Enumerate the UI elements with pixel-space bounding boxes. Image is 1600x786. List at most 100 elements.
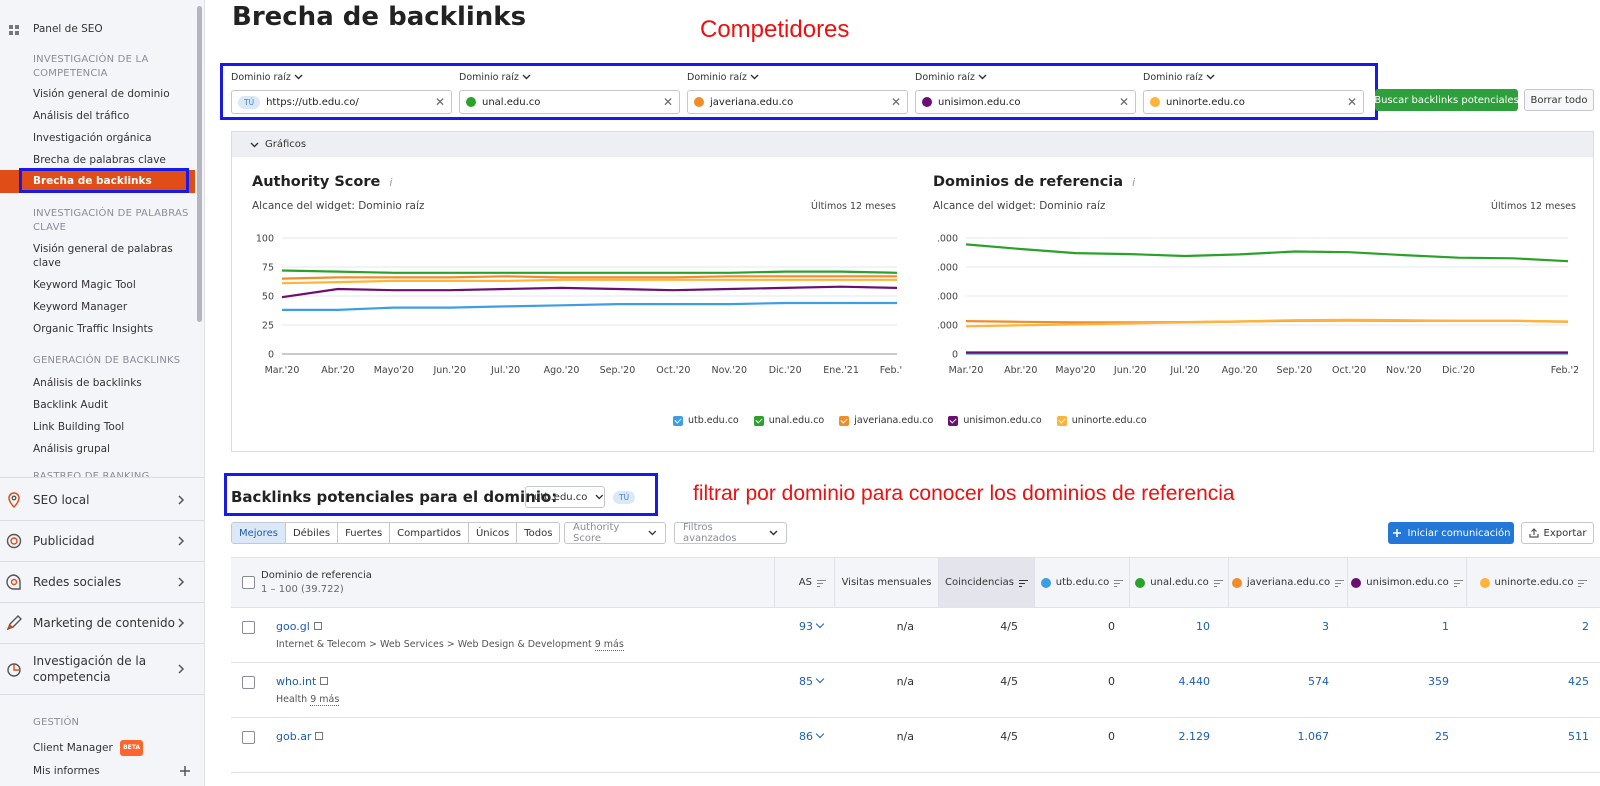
sidebar-item-keyword-manager[interactable]: Keyword Manager xyxy=(33,301,128,313)
column-header-as[interactable]: AS xyxy=(774,558,834,607)
as-value[interactable]: 86 xyxy=(799,729,835,743)
tab-mejores[interactable]: Mejores xyxy=(232,523,286,543)
authority-score-filter[interactable]: Authority Score xyxy=(564,522,666,544)
clear-all-button[interactable]: Borrar todo xyxy=(1524,89,1594,111)
domain-input-2[interactable]: unal.edu.co ✕ xyxy=(459,90,680,114)
sidebar-item-mis-informes[interactable]: Mis informes xyxy=(33,765,100,777)
unal-value[interactable]: 2.129 xyxy=(1178,730,1211,743)
sidebar-item-analisis-backlinks[interactable]: Análisis de backlinks xyxy=(33,377,142,389)
export-button[interactable]: Exportar xyxy=(1521,522,1594,544)
as-value[interactable]: 85 xyxy=(799,674,835,688)
domain-input-3[interactable]: javeriana.edu.co ✕ xyxy=(687,90,908,114)
uninorte-value[interactable]: 2 xyxy=(1582,620,1589,633)
legend-label: unal.edu.co xyxy=(768,415,825,426)
y-tick-label: 50 xyxy=(262,292,274,303)
sidebar-item-client-manager[interactable]: Client Manager BETA xyxy=(33,740,144,756)
javeriana-value[interactable]: 574 xyxy=(1308,675,1329,688)
tab-compartidos[interactable]: Compartidos xyxy=(390,523,469,543)
sidebar-item-analisis-trafico[interactable]: Análisis del tráfico xyxy=(33,110,130,122)
domain-type-dropdown[interactable]: Dominio raíz xyxy=(231,70,452,84)
column-header-visits[interactable]: Visitas mensuales xyxy=(834,558,938,607)
domain-type-dropdown[interactable]: Dominio raíz xyxy=(1143,70,1364,84)
more-categories-link[interactable]: 9 más xyxy=(310,694,340,706)
column-header-matches[interactable]: Coincidencias xyxy=(938,558,1034,607)
javeriana-value[interactable]: 1.067 xyxy=(1297,730,1330,743)
domain-input-5[interactable]: uninorte.edu.co ✕ xyxy=(1143,90,1364,114)
domain-input-1[interactable]: TÚ https://utb.edu.co/ ✕ xyxy=(231,90,452,114)
legend-item-unal[interactable]: unal.edu.co xyxy=(753,415,825,426)
column-header-unal[interactable]: unal.edu.co xyxy=(1129,558,1228,607)
clear-icon[interactable]: ✕ xyxy=(890,95,901,109)
sidebar-item-backlink-audit[interactable]: Backlink Audit xyxy=(33,399,108,411)
x-tick-label: Mar.'20 xyxy=(949,365,984,376)
select-all-checkbox[interactable] xyxy=(242,576,255,589)
domain-type-dropdown[interactable]: Dominio raíz xyxy=(687,70,908,84)
legend-item-uninorte[interactable]: uninorte.edu.co xyxy=(1056,415,1147,426)
legend-item-javeriana[interactable]: javeriana.edu.co xyxy=(839,415,933,426)
row-checkbox[interactable] xyxy=(242,731,255,744)
unisimon-value[interactable]: 25 xyxy=(1435,730,1449,743)
tab-todos[interactable]: Todos xyxy=(517,523,560,543)
divider xyxy=(0,602,204,603)
chart-scope: Alcance del widget: Dominio raíz xyxy=(252,200,425,212)
x-tick-label: Ene.'21 xyxy=(823,365,859,376)
start-outreach-button[interactable]: Iniciar comunicación xyxy=(1388,522,1514,544)
unal-value[interactable]: 4.440 xyxy=(1178,675,1211,688)
column-header-utb[interactable]: utb.edu.co xyxy=(1034,558,1129,607)
uninorte-value[interactable]: 425 xyxy=(1568,675,1589,688)
plus-icon[interactable] xyxy=(179,765,191,777)
tab-unicos[interactable]: Únicos xyxy=(468,523,518,543)
tab-debiles[interactable]: Débiles xyxy=(285,523,339,543)
sidebar-item-investigacion-organica[interactable]: Investigación orgánica xyxy=(33,132,152,144)
advanced-filters[interactable]: Filtros avanzados xyxy=(674,522,787,544)
clear-icon[interactable]: ✕ xyxy=(434,95,445,109)
uninorte-value[interactable]: 511 xyxy=(1568,730,1589,743)
unal-value[interactable]: 10 xyxy=(1196,620,1210,633)
domain-type-dropdown[interactable]: Dominio raíz xyxy=(459,70,680,84)
search-backlinks-button[interactable]: Buscar backlinks potenciales xyxy=(1374,89,1519,111)
referring-domain-link[interactable]: who.int xyxy=(276,675,329,688)
column-header-uninorte[interactable]: uninorte.edu.co xyxy=(1466,558,1600,607)
unisimon-value[interactable]: 359 xyxy=(1428,675,1449,688)
tab-fuertes[interactable]: Fuertes xyxy=(338,523,391,543)
legend-item-utb[interactable]: utb.edu.co xyxy=(673,415,739,426)
sidebar-item-vision-general-dominio[interactable]: Visión general de dominio xyxy=(33,88,170,100)
sidebar-group-seo-local[interactable]: SEO local xyxy=(0,480,204,520)
series-line-unal xyxy=(281,269,898,274)
sidebar-item-keyword-magic-tool[interactable]: Keyword Magic Tool xyxy=(33,279,136,291)
row-checkbox[interactable] xyxy=(242,676,255,689)
chart-title-referring-domains: Dominios de referencia i xyxy=(933,174,1135,190)
as-value[interactable]: 93 xyxy=(799,619,835,633)
domain-filter-select[interactable]: utb.edu.co xyxy=(525,486,605,508)
referring-domain-link[interactable]: gob.ar xyxy=(276,730,324,743)
column-header-unisimon[interactable]: unisimon.edu.co xyxy=(1347,558,1466,607)
sidebar-group-redes-sociales[interactable]: Redes sociales xyxy=(0,562,204,602)
sidebar-item-brecha-backlinks[interactable] xyxy=(0,170,195,193)
info-icon[interactable]: i xyxy=(389,176,393,189)
chart-title-text: Dominios de referencia xyxy=(933,174,1124,190)
clear-icon[interactable]: ✕ xyxy=(1118,95,1129,109)
unisimon-value[interactable]: 1 xyxy=(1442,620,1449,633)
info-icon[interactable]: i xyxy=(1132,176,1136,189)
sidebar-item-analisis-grupal[interactable]: Análisis grupal xyxy=(33,443,110,455)
legend-item-unisimon[interactable]: unisimon.edu.co xyxy=(948,415,1042,426)
sidebar-item-panel-seo[interactable]: Panel de SEO xyxy=(0,19,195,41)
column-header-javeriana[interactable]: javeriana.edu.co xyxy=(1228,558,1347,607)
sidebar-group-marketing-contenido[interactable]: Marketing de contenido xyxy=(0,603,204,643)
clear-icon[interactable]: ✕ xyxy=(662,95,673,109)
sidebar-group-investigacion-competencia[interactable]: Investigación de la competencia xyxy=(0,645,204,693)
charts-toggle[interactable]: Gráficos xyxy=(232,132,1593,157)
domain-input-4[interactable]: unisimon.edu.co ✕ xyxy=(915,90,1136,114)
sidebar-item-vision-general-palabras[interactable]: Visión general de palabras clave xyxy=(33,243,173,269)
sidebar-item-brecha-palabras-clave[interactable]: Brecha de palabras clave xyxy=(33,154,166,166)
javeriana-value[interactable]: 3 xyxy=(1322,620,1329,633)
sidebar-item-link-building-tool[interactable]: Link Building Tool xyxy=(33,421,125,433)
domain-type-dropdown[interactable]: Dominio raíz xyxy=(915,70,1136,84)
more-categories-link[interactable]: 9 más xyxy=(594,639,624,651)
sidebar-item-organic-traffic-insights[interactable]: Organic Traffic Insights xyxy=(33,323,154,335)
sidebar-group-publicidad[interactable]: Publicidad xyxy=(0,521,204,561)
clear-icon[interactable]: ✕ xyxy=(1346,95,1357,109)
sidebar-scrollbar[interactable] xyxy=(197,6,202,322)
row-checkbox[interactable] xyxy=(242,621,255,634)
referring-domain-link[interactable]: goo.gl xyxy=(276,620,322,633)
